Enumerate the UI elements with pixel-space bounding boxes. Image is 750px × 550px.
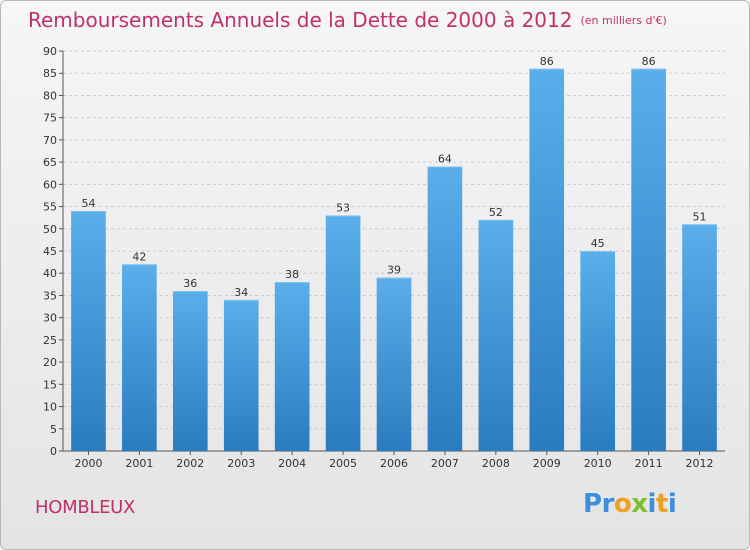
y-tick-label: 90: [43, 45, 57, 58]
y-tick-label: 80: [43, 89, 57, 102]
bar-value-label: 51: [693, 210, 707, 223]
bar-value-label: 36: [183, 277, 197, 290]
bar: [325, 215, 361, 451]
bar-value-label: 34: [234, 286, 248, 299]
chart-title-text: Remboursements Annuels de la Dette de 20…: [28, 8, 573, 32]
bar-value-label: 54: [81, 197, 95, 210]
x-tick-label: 2003: [227, 457, 255, 470]
y-tick-label: 25: [43, 334, 57, 347]
x-tick-label: 2005: [329, 457, 357, 470]
proxiti-logo: Proxiti: [583, 489, 677, 519]
y-tick-label: 40: [43, 267, 57, 280]
bar-value-label: 45: [591, 237, 605, 250]
bar: [682, 224, 717, 451]
bar-value-label: 53: [336, 201, 350, 214]
y-tick-label: 60: [43, 178, 57, 191]
y-tick-label: 65: [43, 156, 57, 169]
bar-value-label: 38: [285, 268, 299, 281]
bar: [427, 166, 463, 452]
x-tick-label: 2008: [482, 457, 510, 470]
x-tick-label: 2004: [278, 457, 306, 470]
y-tick-label: 20: [43, 356, 57, 369]
bar-value-label: 64: [438, 153, 452, 166]
logo-letter: t: [655, 489, 668, 519]
bar: [376, 277, 412, 451]
bar: [580, 251, 616, 451]
logo-letter: i: [647, 489, 657, 519]
bar: [529, 68, 565, 452]
y-tick-label: 50: [43, 223, 57, 236]
bar: [478, 219, 514, 451]
bar: [223, 299, 259, 451]
y-tick-label: 35: [43, 289, 57, 302]
bar: [172, 291, 208, 451]
x-tick-label: 2012: [686, 457, 714, 470]
x-tick-label: 2009: [533, 457, 561, 470]
y-tick-label: 70: [43, 134, 57, 147]
bar: [122, 264, 157, 451]
x-tick-label: 2007: [431, 457, 459, 470]
bar-value-label: 42: [132, 250, 146, 263]
x-tick-label: 2000: [74, 457, 102, 470]
x-tick-label: 2002: [176, 457, 204, 470]
commune-name: HOMBLEUX: [35, 497, 136, 518]
logo-letter: o: [613, 489, 632, 519]
bar-value-label: 52: [489, 206, 503, 219]
bar-value-label: 39: [387, 264, 401, 277]
x-tick-label: 2011: [635, 457, 663, 470]
bar-value-label: 86: [642, 55, 656, 68]
logo-letter: r: [601, 489, 615, 519]
y-tick-label: 45: [43, 245, 57, 258]
y-tick-label: 10: [43, 401, 57, 414]
bar: [71, 211, 106, 451]
x-tick-label: 2006: [380, 457, 408, 470]
y-tick-label: 5: [50, 423, 57, 436]
chart-title: Remboursements Annuels de la Dette de 20…: [28, 8, 667, 32]
logo-letter: x: [631, 489, 648, 519]
y-tick-label: 85: [43, 67, 57, 80]
bar: [274, 282, 310, 451]
logo-letter: P: [583, 489, 602, 519]
x-tick-label: 2001: [125, 457, 153, 470]
x-tick-label: 2010: [584, 457, 612, 470]
y-tick-label: 30: [43, 312, 57, 325]
y-tick-label: 15: [43, 378, 57, 391]
bar: [631, 68, 666, 452]
y-tick-label: 0: [50, 445, 57, 458]
bar-value-label: 86: [540, 55, 554, 68]
y-tick-label: 75: [43, 112, 57, 125]
y-tick-label: 55: [43, 201, 57, 214]
chart-subtitle: (en milliers d'€): [580, 14, 667, 27]
logo-letter: i: [667, 489, 677, 519]
